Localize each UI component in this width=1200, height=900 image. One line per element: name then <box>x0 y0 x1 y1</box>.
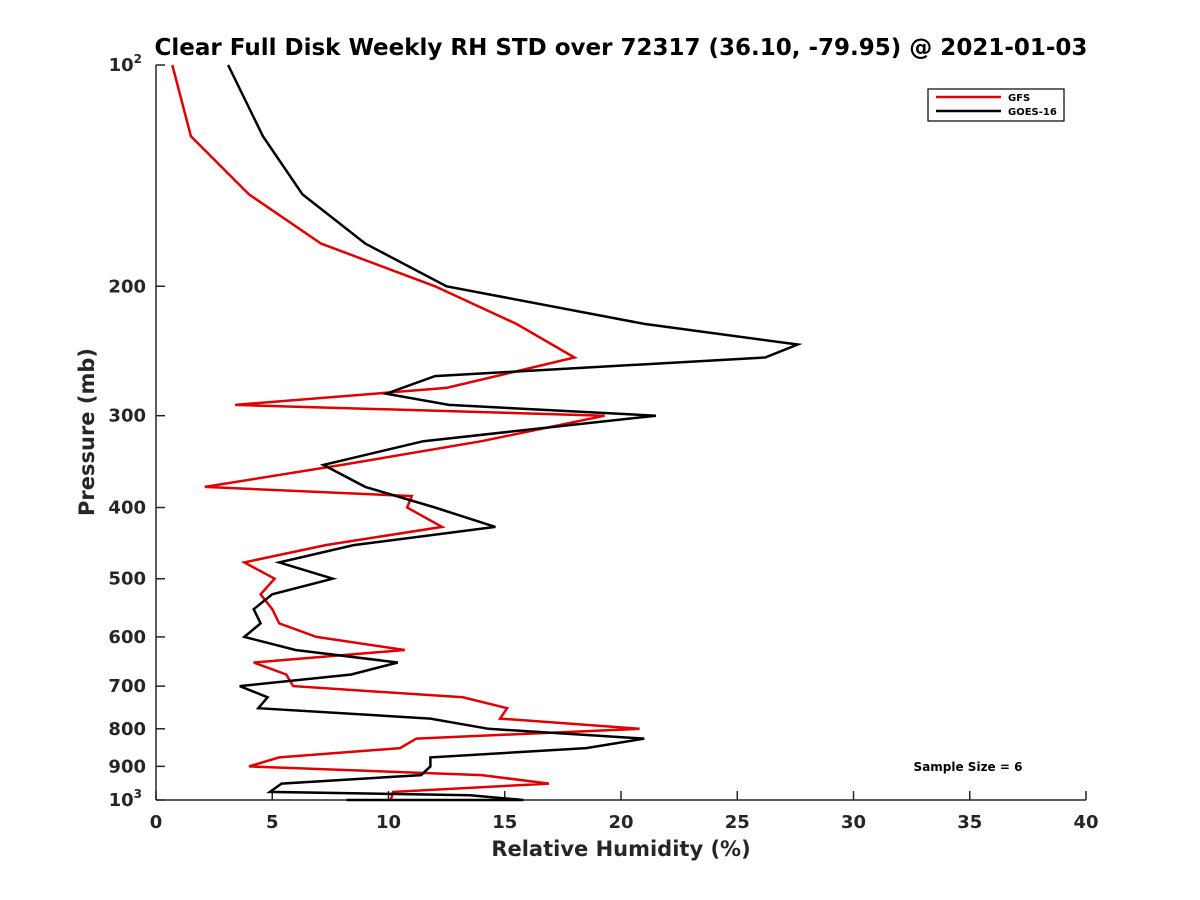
x-tick-label: 25 <box>725 812 750 833</box>
y-axis-label: Pressure (mb) <box>75 348 99 516</box>
series-line-goes-16 <box>226 64 803 802</box>
x-tick-group: 0 5 10 15 20 25 30 35 40 <box>150 791 1099 833</box>
chart-title: Clear Full Disk Weekly RH STD over 72317… <box>155 35 1088 61</box>
series-line-gfs <box>171 64 640 801</box>
legend-label-gfs: GFS <box>1008 93 1030 104</box>
x-tick-label: 5 <box>266 812 279 833</box>
y-tick-label: 200 <box>108 276 146 297</box>
x-tick-label: 10 <box>376 812 401 833</box>
y-tick-label: 102 <box>109 52 142 76</box>
series-layer <box>171 64 803 802</box>
y-tick-label: 900 <box>108 756 146 777</box>
plot-axes <box>155 65 1086 801</box>
x-tick-label: 35 <box>957 812 982 833</box>
legend-label-goes16: GOES-16 <box>1008 107 1057 118</box>
x-tick-label: 15 <box>492 812 517 833</box>
x-tick-label: 30 <box>841 812 866 833</box>
y-tick-label: 400 <box>108 498 146 519</box>
y-tick-label: 103 <box>109 787 142 811</box>
y-tick-label: 700 <box>108 676 146 697</box>
legend: GFS GOES-16 <box>927 88 1065 122</box>
x-tick-label: 20 <box>608 812 633 833</box>
x-tick-label: 0 <box>150 812 163 833</box>
y-tick-group: 102 200 300 400 500 600 700 800 900 103 <box>108 52 165 811</box>
y-tick-label: 300 <box>108 406 146 427</box>
y-tick-label: 500 <box>108 569 146 590</box>
sample-size-annotation: Sample Size = 6 <box>914 760 1023 774</box>
legend-box <box>927 88 1065 122</box>
y-tick-label: 600 <box>108 627 146 648</box>
x-axis-label: Relative Humidity (%) <box>491 837 750 861</box>
y-tick-label: 800 <box>108 719 146 740</box>
x-tick-label: 40 <box>1073 812 1098 833</box>
